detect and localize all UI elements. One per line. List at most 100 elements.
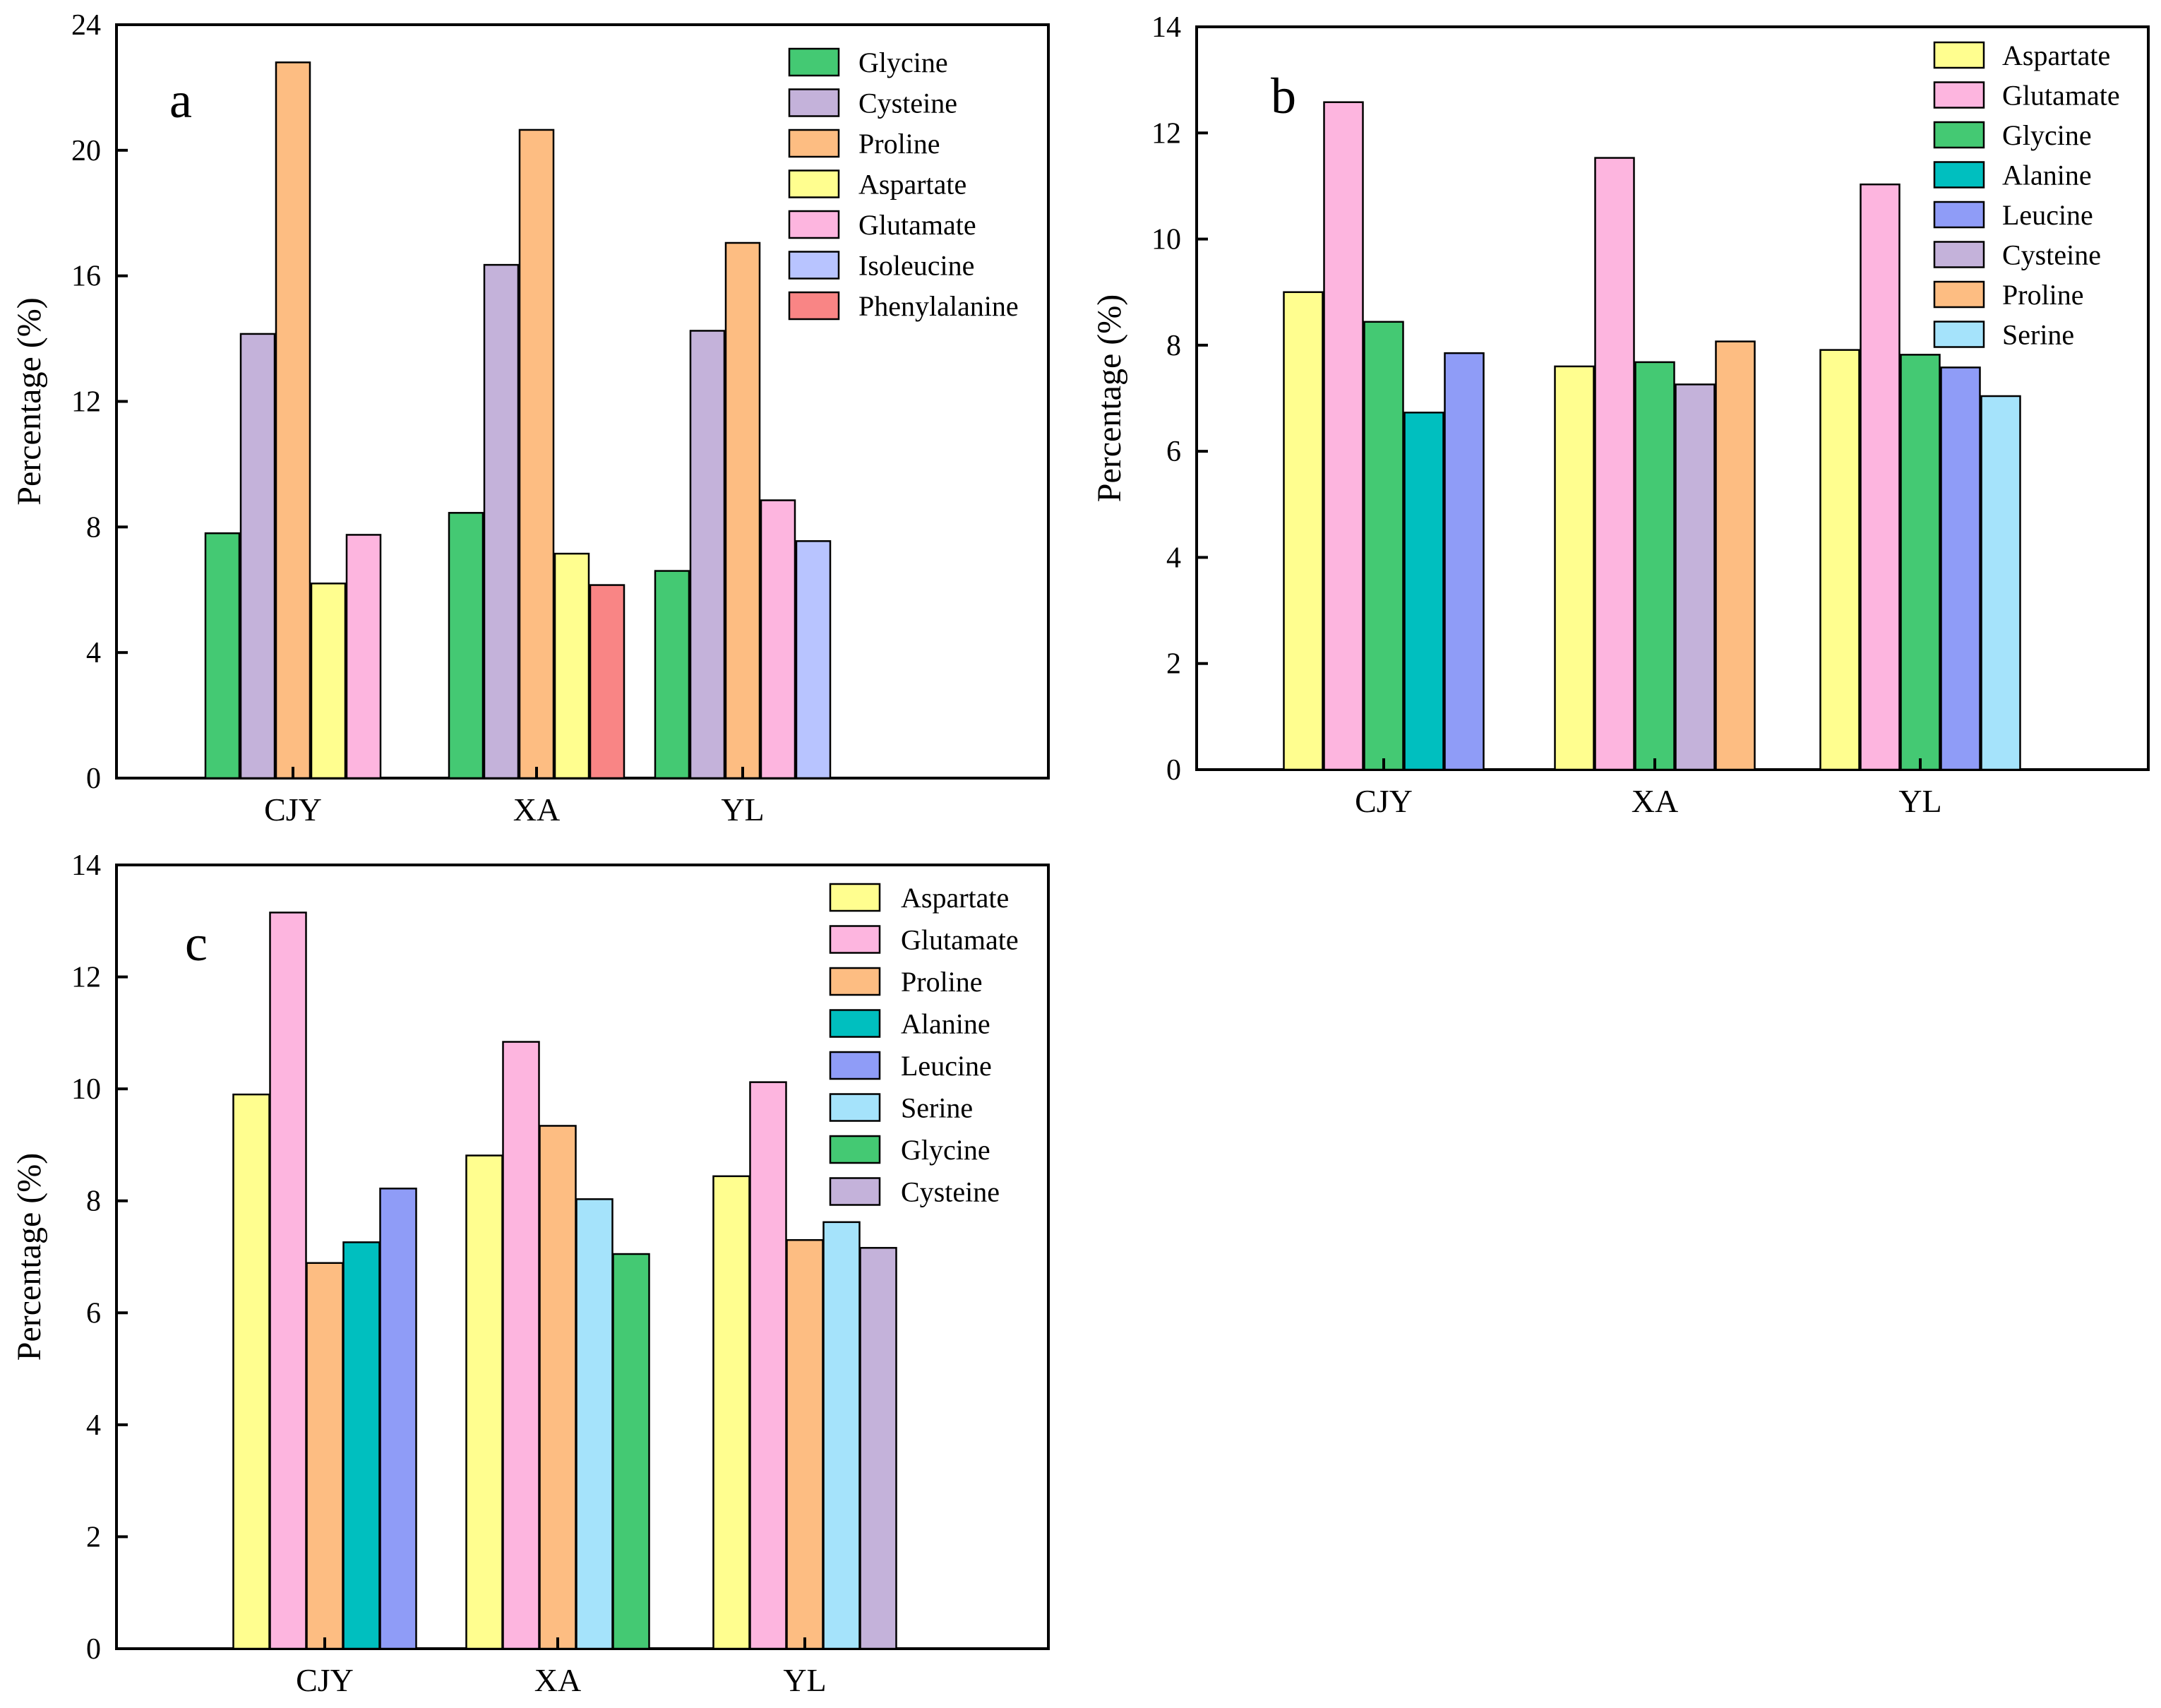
legend-swatch	[1933, 121, 1985, 149]
bar-aspartate	[310, 583, 347, 780]
bar-serine	[822, 1221, 861, 1650]
legend-swatch	[1933, 280, 1985, 309]
legend-label: Proline	[858, 128, 940, 160]
y-tick-label: 20	[71, 135, 101, 167]
bar-aspartate	[553, 552, 590, 780]
legend-label: Glycine	[2002, 119, 2092, 151]
bar-phenylalanine	[589, 584, 625, 780]
y-tick-label: 24	[71, 9, 101, 42]
panel-letter: c	[185, 915, 208, 972]
legend-label: Cysteine	[901, 1176, 1000, 1208]
legend-swatch	[788, 47, 840, 77]
legend-swatch	[829, 967, 881, 996]
y-tick-label: 4	[86, 637, 101, 669]
bar-leucine	[379, 1188, 417, 1650]
y-tick-label: 14	[71, 849, 101, 882]
y-tick-label: 8	[86, 511, 101, 544]
legend-label: Proline	[2002, 279, 2084, 311]
bar-leucine	[1444, 352, 1485, 771]
legend-label: Isoleucine	[858, 250, 974, 282]
bar-glycine	[654, 570, 690, 780]
panel-c: 0 2 4 6 8 10 12 14 Percentage (%) CJY XA YL c Asparta…	[11, 849, 1050, 1698]
legend-swatch	[1933, 201, 1985, 229]
x-tick-label: YL	[1898, 783, 1941, 819]
bar-glycine	[204, 532, 241, 780]
bar-proline	[1715, 340, 1756, 771]
legend-label: Proline	[901, 966, 983, 998]
y-tick-label: 4	[1166, 542, 1181, 574]
panel-b: 0 2 4 6 8 10 12 14 Percentage (%) CJY XA YL b Asparta…	[1091, 11, 2150, 819]
bar-glycine	[1900, 354, 1941, 771]
bar-proline	[275, 61, 311, 780]
legend-label: Alanine	[2002, 160, 2092, 191]
x-tick-label: CJY	[296, 1662, 354, 1698]
legend-swatch	[829, 1093, 881, 1122]
bar-glutamate	[1594, 157, 1635, 771]
bar-cysteine	[239, 333, 276, 780]
legend-swatch	[1933, 81, 1985, 109]
legend-swatch	[1933, 321, 1985, 348]
legend-swatch	[829, 1051, 881, 1080]
x-tick-label: YL	[783, 1662, 826, 1698]
x-tick-label: XA	[534, 1662, 581, 1698]
legend-label: Glutamate	[2002, 80, 2120, 112]
y-tick-label: 12	[71, 386, 101, 419]
legend-swatch	[829, 1009, 881, 1038]
legend-label: Glutamate	[858, 209, 976, 241]
legend-label: Leucine	[901, 1050, 992, 1082]
bar-serine	[1980, 395, 2021, 771]
legend-label: Leucine	[2002, 199, 2093, 231]
legend-swatch	[829, 1135, 881, 1164]
y-tick-label: 6	[1166, 436, 1181, 468]
bar-isoleucine	[795, 540, 832, 780]
bar-aspartate	[1554, 365, 1595, 771]
bar-proline	[539, 1125, 577, 1650]
bar-cysteine	[859, 1247, 897, 1650]
legend-swatch	[788, 88, 840, 117]
x-tick-label: XA	[513, 792, 560, 828]
legend-label: Aspartate	[2002, 40, 2110, 71]
x-tick-label: YL	[721, 792, 764, 828]
bar-aspartate	[1819, 349, 1860, 771]
bar-glutamate	[269, 912, 307, 1650]
bar-alanine	[1403, 412, 1444, 771]
bar-cysteine	[689, 330, 726, 780]
bar-glycine	[1363, 321, 1404, 771]
y-tick-label: 6	[86, 1297, 101, 1330]
y-tick-label: 12	[1151, 117, 1181, 150]
legend-swatch	[1933, 161, 1985, 189]
y-tick-label: 2	[1166, 648, 1181, 681]
y-tick-label: 10	[1151, 224, 1181, 256]
legend-label: Cysteine	[2002, 239, 2101, 271]
legend-label: Phenylalanine	[858, 290, 1019, 322]
y-tick-label: 10	[71, 1073, 101, 1106]
legend-swatch	[788, 129, 840, 158]
y-tick-label: 14	[1151, 11, 1181, 44]
bar-glycine	[1634, 361, 1675, 771]
bar-proline	[306, 1262, 344, 1650]
legend-label: Alanine	[901, 1008, 990, 1040]
legend-swatch	[788, 210, 840, 239]
legend-label: Cysteine	[858, 88, 957, 119]
legend-label: Glycine	[858, 47, 948, 78]
y-tick-label: 8	[86, 1186, 101, 1218]
legend-label: Glutamate	[901, 924, 1019, 956]
y-axis-title: Percentage (%)	[11, 1153, 48, 1361]
bar-glutamate	[1860, 183, 1900, 771]
bar-aspartate	[232, 1093, 270, 1650]
bar-glutamate	[345, 534, 382, 780]
legend-swatch	[829, 1177, 881, 1206]
legend-label: Aspartate	[901, 882, 1009, 914]
y-tick-label: 8	[1166, 330, 1181, 362]
bar-glutamate	[749, 1081, 787, 1650]
x-tick-label: XA	[1632, 783, 1678, 819]
bar-cysteine	[483, 263, 520, 780]
y-tick-label: 16	[71, 261, 101, 293]
legend-swatch	[788, 251, 840, 280]
legend-swatch	[788, 169, 840, 198]
x-tick-label: CJY	[1355, 783, 1413, 819]
bar-leucine	[1940, 366, 1981, 771]
bar-glycine	[448, 512, 484, 780]
bar-proline	[786, 1238, 824, 1650]
y-tick-label: 12	[71, 962, 101, 994]
